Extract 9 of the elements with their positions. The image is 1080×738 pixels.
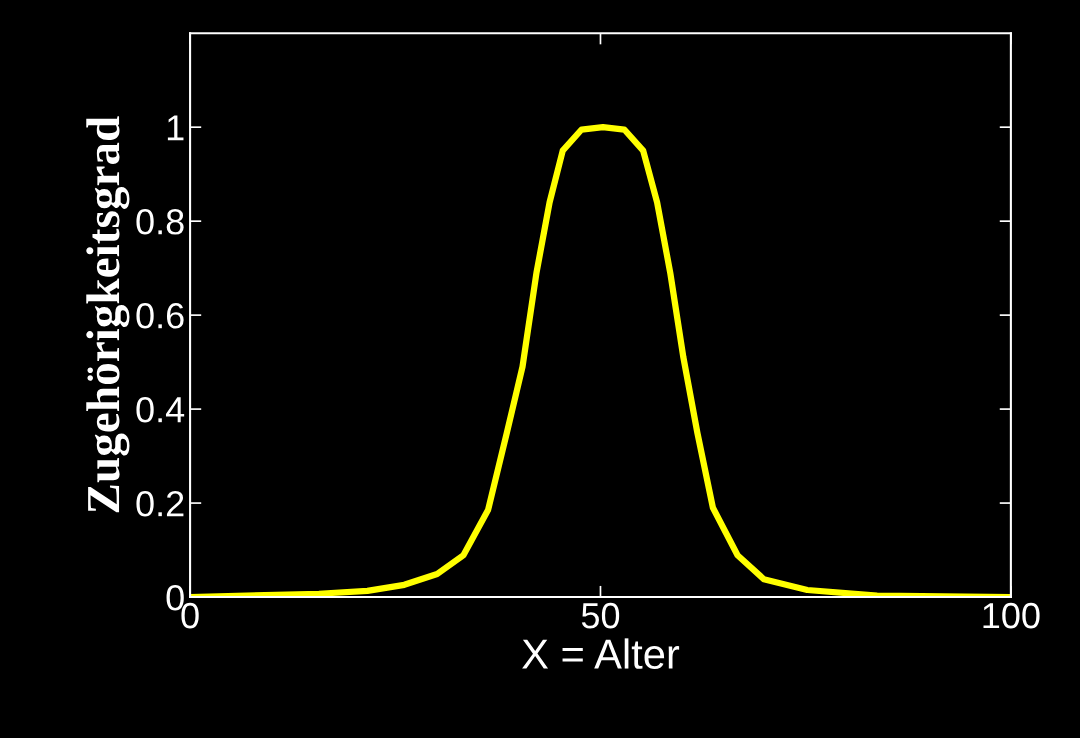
- y-tick-label: 0.6: [136, 302, 184, 329]
- x-axis-title: X = Alter: [522, 638, 680, 669]
- x-tick-label: 50: [581, 602, 620, 629]
- y-tick-label: 0.8: [136, 209, 184, 235]
- y-tick-label: 0.2: [136, 490, 184, 517]
- y-tick-label: 0.4: [136, 396, 185, 423]
- y-axis-title: Zugehörigkeitsgrad: [86, 116, 130, 513]
- x-tick-label: 100: [983, 602, 1040, 629]
- y-tick-label: 1: [167, 115, 184, 141]
